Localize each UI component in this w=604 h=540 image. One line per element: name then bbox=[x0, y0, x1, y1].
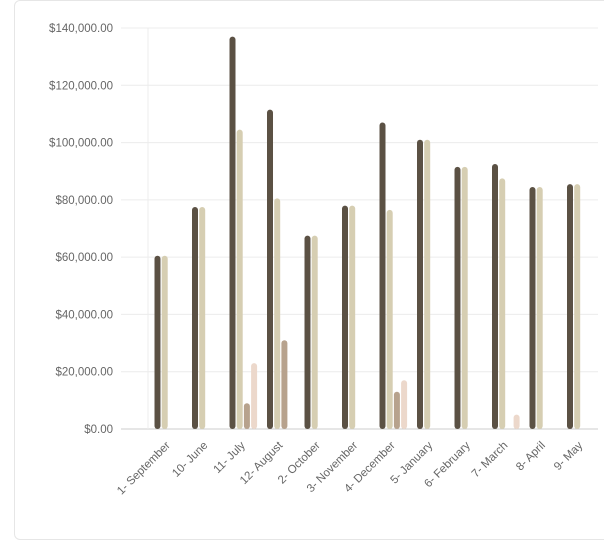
bar bbox=[536, 186, 543, 429]
bar bbox=[417, 139, 423, 429]
bar bbox=[386, 209, 393, 429]
y-tick-label: $40,000.00 bbox=[55, 309, 113, 321]
y-tick-label: $0.00 bbox=[84, 424, 113, 436]
bar bbox=[454, 166, 461, 430]
bar bbox=[304, 235, 311, 429]
y-tick-label: $100,000.00 bbox=[49, 138, 113, 150]
bar bbox=[567, 184, 573, 429]
x-tick-label: 7- March bbox=[470, 440, 511, 481]
bar bbox=[154, 255, 161, 429]
bar bbox=[401, 380, 408, 429]
bar bbox=[379, 122, 386, 430]
bar bbox=[574, 184, 581, 429]
y-tick-label: $140,000.00 bbox=[49, 23, 113, 35]
bar bbox=[161, 255, 168, 429]
x-tick-label: 1- September bbox=[115, 440, 173, 498]
bar-chart: $0.00 $20,000.00 $40,000.00 $60,000.00 $80,0… bbox=[49, 23, 598, 498]
bar bbox=[499, 178, 506, 429]
bar bbox=[311, 235, 318, 429]
bar bbox=[342, 205, 348, 429]
bar bbox=[424, 139, 431, 429]
y-tick-label: $120,000.00 bbox=[49, 80, 113, 92]
bar bbox=[393, 391, 400, 429]
bar bbox=[281, 340, 288, 429]
bar bbox=[199, 207, 206, 429]
bar bbox=[243, 403, 250, 429]
x-tick-label: 9- May bbox=[552, 439, 586, 473]
bar bbox=[529, 186, 536, 429]
bar bbox=[513, 414, 520, 429]
bar bbox=[267, 109, 273, 429]
y-tick-label: $60,000.00 bbox=[55, 252, 113, 264]
y-tick-label: $80,000.00 bbox=[55, 195, 113, 207]
bar bbox=[461, 166, 468, 430]
bar bbox=[236, 129, 243, 430]
bar bbox=[274, 198, 281, 429]
bar bbox=[492, 164, 498, 429]
x-tick-label: 11- July bbox=[212, 439, 249, 476]
x-tick-label: 8- April bbox=[514, 440, 548, 474]
bar bbox=[229, 36, 236, 429]
bar bbox=[251, 363, 258, 429]
y-tick-label: $20,000.00 bbox=[55, 367, 113, 379]
bar bbox=[192, 207, 198, 429]
x-tick-label: 10- June bbox=[170, 440, 210, 480]
bar bbox=[349, 205, 356, 429]
